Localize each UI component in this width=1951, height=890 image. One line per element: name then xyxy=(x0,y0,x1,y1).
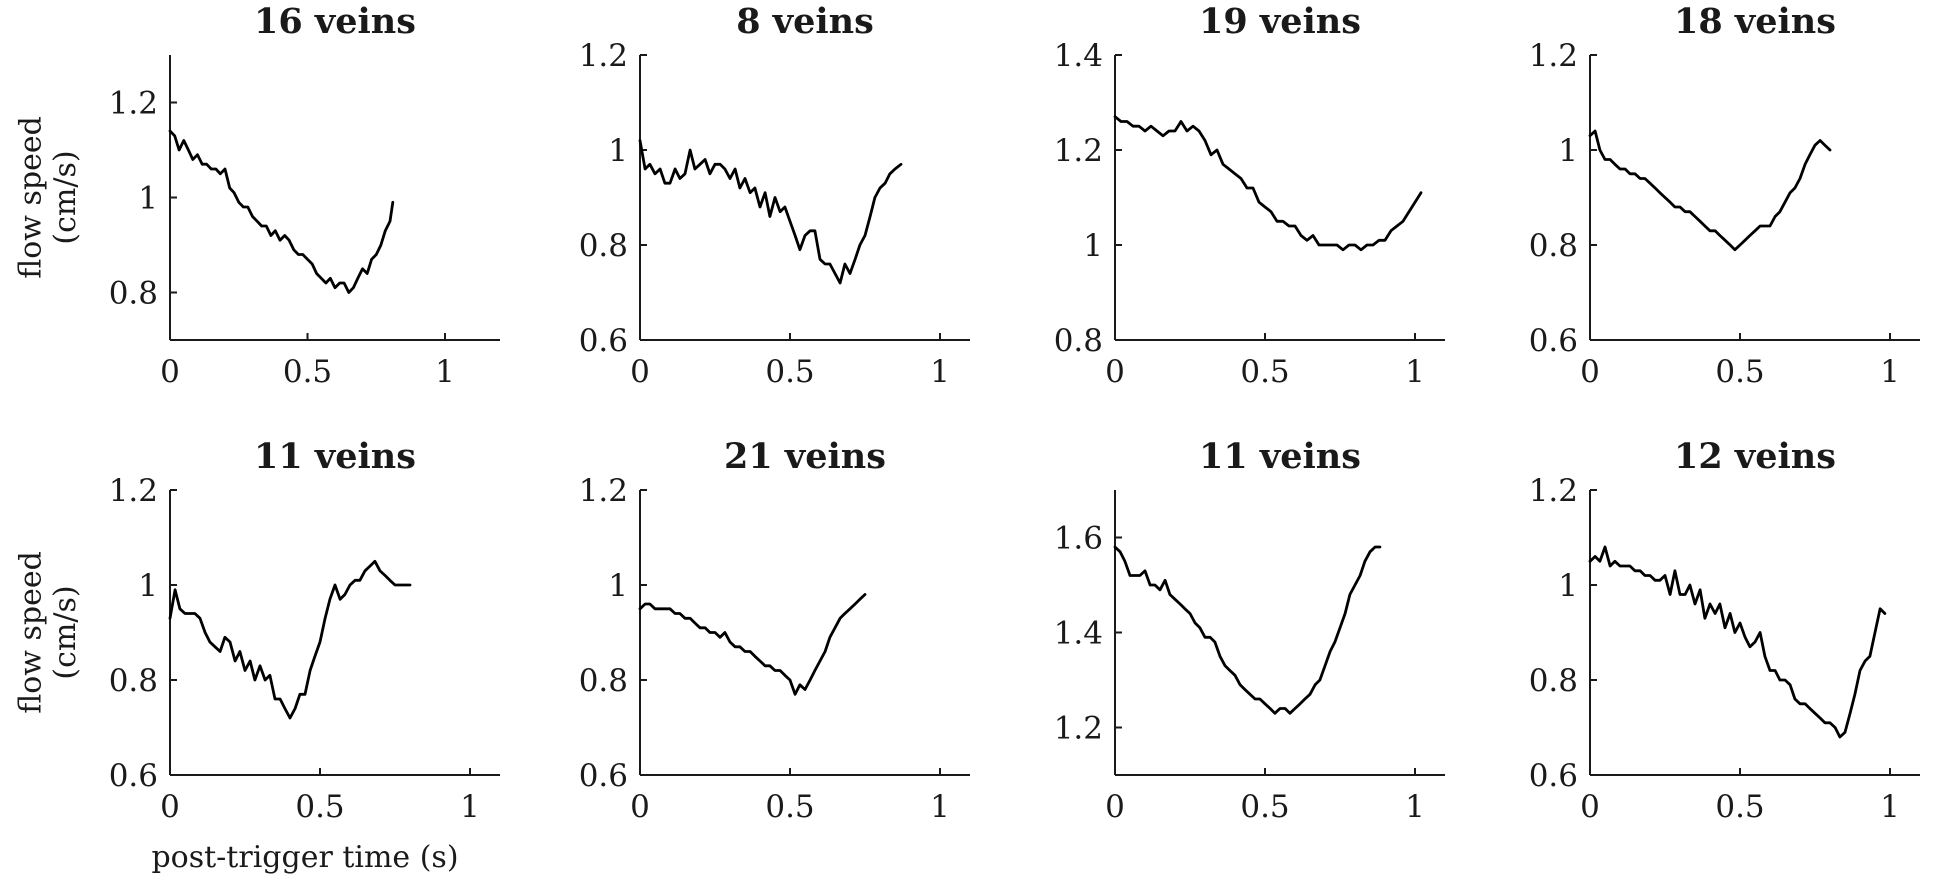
y-tick-label: 0.8 xyxy=(1054,323,1103,359)
series-line-1 xyxy=(1113,115,1423,252)
y-axis-label: flow speed(cm/s) xyxy=(14,116,84,279)
y-tick-label: 1.2 xyxy=(1054,711,1103,747)
x-tick-label: 1 xyxy=(1880,354,1900,390)
panel-6: 0.6 0.8 1 1.2 0 0.5 1 21 veins xyxy=(579,436,970,825)
y-tick-label: 0.8 xyxy=(1529,228,1578,264)
series-line-1 xyxy=(638,593,867,696)
x-tick-label: 0 xyxy=(160,354,180,390)
panel-8: 0.6 0.8 1 1.2 0 0.5 1 12 veins xyxy=(1529,436,1920,825)
y-axis-label-line-1: flow speed xyxy=(14,116,49,279)
x-tick-label: 1 xyxy=(1405,789,1425,825)
y-tick-label: 0.6 xyxy=(579,758,628,794)
panel-title: 11 veins xyxy=(254,436,416,477)
panel-title: 12 veins xyxy=(1674,436,1836,477)
panel-2: 0.6 0.8 1 1.2 0 0.5 1 8 veins xyxy=(579,1,970,390)
panel-5: 0.6 0.8 1 1.2 0 0.5 1 11 veins flow speed(cm/s) p… xyxy=(14,436,500,875)
y-tick-label: 1 xyxy=(1558,568,1578,604)
y-tick-label: 1 xyxy=(1558,133,1578,169)
y-axis-label-line-2: (cm/s) xyxy=(48,150,83,244)
y-tick-label: 1.2 xyxy=(579,38,628,74)
y-tick-label: 1.6 xyxy=(1054,521,1103,557)
x-axis-label: post-trigger time (s) xyxy=(151,840,458,875)
y-tick-label: 1.2 xyxy=(1054,133,1103,169)
panel-title: 19 veins xyxy=(1199,1,1361,42)
panel-1: 0.8 1 1.2 0 0.5 1 16 veins flow speed(cm/s) xyxy=(14,1,500,390)
x-tick-label: 0 xyxy=(630,354,650,390)
x-tick-label: 0 xyxy=(1105,789,1125,825)
y-tick-label: 0.6 xyxy=(109,758,158,794)
y-axis-label-line-1: flow speed xyxy=(14,551,49,714)
y-tick-label: 1 xyxy=(1083,228,1103,264)
series-line-1 xyxy=(1113,545,1382,715)
y-tick-label: 1 xyxy=(138,568,158,604)
x-tick-label: 0 xyxy=(1105,354,1125,390)
series-line-1 xyxy=(1588,129,1832,252)
panel-title: 18 veins xyxy=(1674,1,1836,42)
panel-4: 0.6 0.8 1 1.2 0 0.5 1 18 veins xyxy=(1529,1,1920,390)
panel-title: 21 veins xyxy=(724,436,886,477)
y-tick-label: 0.8 xyxy=(579,228,628,264)
series-line-1 xyxy=(168,559,412,720)
x-tick-label: 1 xyxy=(1405,354,1425,390)
y-tick-label: 1 xyxy=(608,133,628,169)
x-tick-label: 1 xyxy=(435,354,455,390)
y-tick-label: 1 xyxy=(138,181,158,217)
x-tick-label: 0.5 xyxy=(295,789,344,825)
x-tick-label: 0 xyxy=(160,789,180,825)
y-tick-label: 1.4 xyxy=(1054,38,1103,74)
y-axis-label: flow speed(cm/s) xyxy=(14,551,84,714)
y-axis-label-line-2: (cm/s) xyxy=(48,585,83,679)
x-tick-label: 0.5 xyxy=(765,789,814,825)
y-tick-label: 0.8 xyxy=(579,663,628,699)
series-line-1 xyxy=(1588,545,1887,739)
x-tick-label: 0.5 xyxy=(1715,354,1764,390)
x-tick-label: 1 xyxy=(930,354,950,390)
y-tick-label: 0.6 xyxy=(1529,323,1578,359)
x-tick-label: 0 xyxy=(1580,354,1600,390)
y-tick-label: 1 xyxy=(608,568,628,604)
x-tick-label: 0.5 xyxy=(1240,789,1289,825)
y-tick-label: 0.8 xyxy=(109,276,158,312)
y-tick-label: 0.8 xyxy=(1529,663,1578,699)
y-tick-label: 1.2 xyxy=(109,473,158,509)
x-tick-label: 1 xyxy=(1880,789,1900,825)
y-tick-label: 1.2 xyxy=(109,86,158,122)
x-tick-label: 1 xyxy=(460,789,480,825)
x-tick-label: 0.5 xyxy=(283,354,332,390)
series-line-1 xyxy=(168,129,395,294)
panel-3: 0.8 1 1.2 1.4 0 0.5 1 19 veins xyxy=(1054,1,1445,390)
panel-title: 11 veins xyxy=(1199,436,1361,477)
y-tick-label: 1.2 xyxy=(1529,473,1578,509)
x-tick-label: 0 xyxy=(1580,789,1600,825)
panel-title: 8 veins xyxy=(736,1,874,42)
x-tick-label: 0.5 xyxy=(765,354,814,390)
panel-7: 1.2 1.4 1.6 0 0.5 1 11 veins xyxy=(1054,436,1445,825)
y-tick-label: 1.2 xyxy=(579,473,628,509)
series-line-1 xyxy=(638,139,903,285)
y-tick-label: 0.6 xyxy=(1529,758,1578,794)
panel-title: 16 veins xyxy=(254,1,416,42)
y-tick-label: 0.6 xyxy=(579,323,628,359)
y-tick-label: 1.2 xyxy=(1529,38,1578,74)
x-tick-label: 0.5 xyxy=(1715,789,1764,825)
x-tick-label: 0.5 xyxy=(1240,354,1289,390)
x-tick-label: 0 xyxy=(630,789,650,825)
y-tick-label: 0.8 xyxy=(109,663,158,699)
x-tick-label: 1 xyxy=(930,789,950,825)
y-tick-label: 1.4 xyxy=(1054,616,1103,652)
